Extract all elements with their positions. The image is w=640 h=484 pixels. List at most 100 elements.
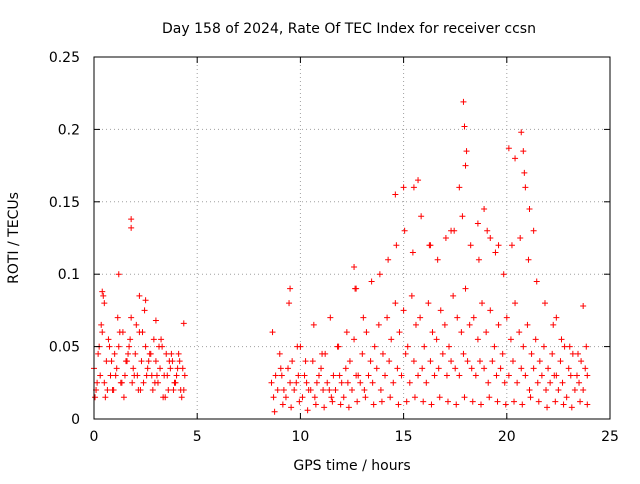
data-point: [289, 358, 296, 365]
data-point: [441, 321, 448, 328]
data-point: [142, 297, 149, 304]
data-point: [402, 350, 409, 357]
data-point: [519, 401, 526, 408]
y-tick-label: 0.25: [49, 50, 80, 66]
data-point: [481, 365, 488, 372]
data-point: [153, 372, 160, 379]
data-point: [106, 343, 113, 350]
data-point: [164, 372, 171, 379]
data-point: [354, 398, 361, 405]
data-point: [406, 379, 413, 386]
data-point: [461, 394, 468, 401]
data-point: [462, 285, 469, 292]
x-tick-label: 10: [291, 429, 309, 445]
data-point: [456, 372, 463, 379]
data-point: [429, 329, 436, 336]
data-point: [580, 387, 587, 394]
data-point: [469, 398, 476, 405]
data-point: [174, 365, 181, 372]
data-point: [378, 398, 385, 405]
data-point: [147, 350, 154, 357]
y-tick-label: 0.1: [58, 267, 80, 283]
data-point: [518, 365, 525, 372]
data-point: [421, 343, 428, 350]
data-point: [525, 256, 532, 263]
data-point: [485, 379, 492, 386]
data-point: [100, 292, 107, 299]
data-point: [500, 271, 507, 278]
data-point: [172, 379, 179, 386]
data-point: [315, 372, 322, 379]
data-point: [120, 394, 127, 401]
data-point: [388, 336, 395, 343]
data-point: [114, 314, 121, 321]
data-point: [536, 358, 543, 365]
data-point: [466, 321, 473, 328]
data-point: [382, 372, 389, 379]
data-point: [369, 379, 376, 386]
x-tick-label: 5: [193, 429, 202, 445]
data-point: [503, 314, 510, 321]
data-point: [518, 129, 525, 136]
data-point: [512, 300, 519, 307]
data-point: [560, 401, 567, 408]
data-point: [436, 394, 443, 401]
data-point: [553, 314, 560, 321]
data-point: [584, 372, 591, 379]
data-point: [115, 271, 122, 278]
data-point: [386, 358, 393, 365]
data-point: [143, 372, 150, 379]
data-point: [269, 329, 276, 336]
data-point: [271, 408, 278, 415]
data-point: [489, 358, 496, 365]
data-point: [148, 372, 155, 379]
data-point: [450, 292, 457, 299]
data-point: [353, 285, 360, 292]
data-point: [181, 372, 188, 379]
data-point: [408, 292, 415, 299]
data-point: [415, 372, 422, 379]
data-point: [128, 224, 135, 231]
data-point: [320, 387, 327, 394]
data-point: [452, 365, 459, 372]
y-tick-label: 0.15: [49, 195, 80, 211]
data-point: [367, 358, 374, 365]
data-point: [150, 336, 157, 343]
data-point: [516, 329, 523, 336]
data-point: [92, 394, 99, 401]
data-point: [293, 379, 300, 386]
data-point: [326, 387, 333, 394]
data-point: [165, 387, 172, 394]
data-point: [329, 398, 336, 405]
data-point: [307, 387, 314, 394]
data-point: [394, 365, 401, 372]
data-point: [502, 401, 509, 408]
plot-frame: [93, 56, 611, 420]
data-point: [321, 404, 328, 411]
data-point: [346, 358, 353, 365]
data-point: [286, 300, 293, 307]
data-point: [160, 394, 167, 401]
data-point: [459, 213, 466, 220]
data-point: [99, 329, 106, 336]
data-point: [582, 365, 589, 372]
data-point: [375, 321, 382, 328]
data-point: [495, 321, 502, 328]
data-point: [584, 401, 591, 408]
data-point: [509, 358, 516, 365]
data-point: [377, 387, 384, 394]
data-point: [544, 404, 551, 411]
data-point: [419, 365, 426, 372]
data-point: [173, 372, 180, 379]
data-point: [97, 372, 104, 379]
data-point: [288, 404, 295, 411]
data-point: [94, 379, 101, 386]
data-point: [463, 148, 470, 155]
data-point: [526, 206, 533, 213]
data-point: [338, 379, 345, 386]
data-point: [362, 394, 369, 401]
data-point: [363, 329, 370, 336]
data-point: [373, 365, 380, 372]
data-point: [458, 329, 465, 336]
data-point: [337, 401, 344, 408]
